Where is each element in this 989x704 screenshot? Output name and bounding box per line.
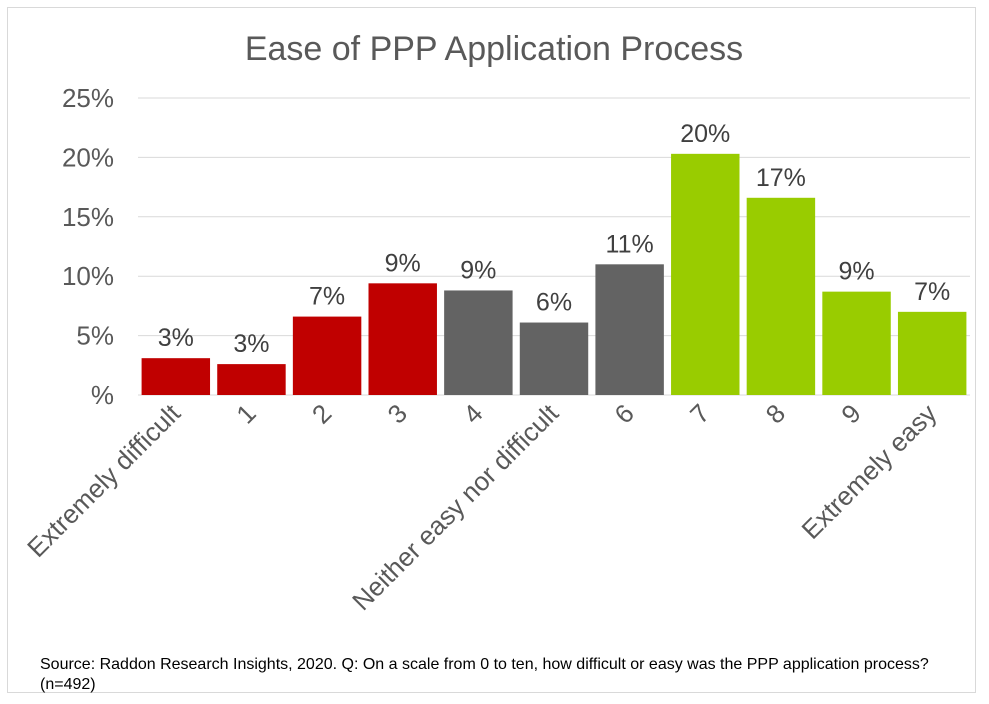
data-labels: 3% 3% 7% 9% 9% 6% 11% 20% 17% 9% 7%: [158, 120, 951, 358]
data-label: 9%: [838, 258, 874, 286]
data-label: 11%: [606, 230, 654, 258]
y-tick-label: %: [91, 380, 114, 410]
data-label: 17%: [756, 164, 806, 192]
bar: [897, 311, 967, 395]
bars: [141, 153, 967, 395]
x-category-label: 2: [306, 398, 337, 429]
bar: [368, 283, 437, 395]
x-category-label: 4: [457, 398, 488, 429]
x-category-label: Extremely easy: [796, 398, 943, 545]
x-category-label: 6: [608, 398, 639, 429]
chart-frame: [7, 7, 976, 693]
x-category-label: 3: [382, 398, 413, 429]
x-category-label: 8: [760, 398, 791, 429]
bar: [444, 290, 513, 395]
y-axis-ticks: % 5% 10% 15% 20% 25%: [62, 83, 114, 410]
data-label: 3%: [158, 324, 194, 352]
bar: [746, 197, 816, 395]
chart-title: Ease of PPP Application Process: [245, 30, 743, 68]
x-category-label: 1: [230, 398, 261, 429]
bar: [822, 291, 891, 395]
data-label: 7%: [309, 283, 345, 311]
y-tick-label: 5%: [76, 321, 114, 351]
bar: [671, 153, 740, 395]
data-label: 20%: [680, 120, 730, 148]
y-tick-label: 25%: [62, 83, 114, 113]
x-category-label: Neither easy nor difficult: [346, 397, 565, 616]
y-tick-label: 10%: [62, 261, 114, 291]
bar: [217, 364, 286, 395]
x-category-label: 9: [835, 398, 866, 429]
bar: [141, 358, 211, 395]
bar: [519, 322, 589, 395]
x-category-label: 7: [684, 398, 715, 429]
data-label: 6%: [536, 289, 572, 317]
x-category-label: Extremely difficult: [21, 397, 186, 562]
data-label: 9%: [460, 256, 496, 284]
data-label: 9%: [385, 249, 421, 277]
bar: [292, 316, 362, 395]
y-tick-label: 15%: [62, 202, 114, 232]
data-label: 7%: [914, 278, 950, 306]
y-tick-label: 20%: [62, 142, 114, 172]
data-label: 3%: [233, 330, 269, 358]
bar: [595, 264, 664, 395]
source-note: Source: Raddon Research Insights, 2020. …: [40, 656, 929, 693]
